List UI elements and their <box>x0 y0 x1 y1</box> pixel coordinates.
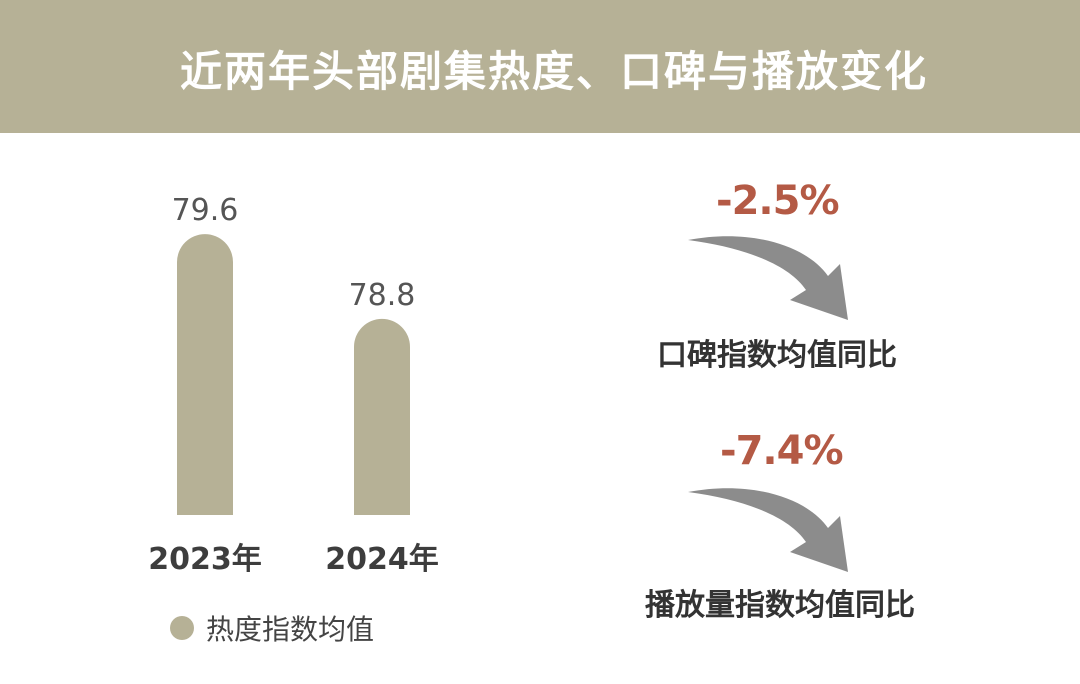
chart-legend: 热度指数均值 <box>170 610 374 646</box>
bar-chart: 79.6 2023年 78.8 2024年 <box>148 193 439 577</box>
legend-label: 热度指数均值 <box>206 613 375 646</box>
legend-swatch <box>170 616 194 640</box>
bar-2023年 <box>177 234 234 515</box>
category-label: 2024年 <box>325 542 439 577</box>
metric-label-playback: 播放量指数均值同比 <box>645 588 915 623</box>
bar-2024年 <box>354 318 410 515</box>
category-label: 2023年 <box>148 542 262 577</box>
metric-label-reputation: 口碑指数均值同比 <box>657 338 897 373</box>
curved-down-arrow-icon <box>688 236 848 320</box>
page-title: 近两年头部剧集热度、口碑与播放变化 <box>179 47 928 96</box>
bar-value-label: 78.8 <box>349 278 416 313</box>
metric-change-reputation: -2.5% <box>716 178 840 224</box>
header-banner: 近两年头部剧集热度、口碑与播放变化 <box>0 0 1080 133</box>
bar-value-label: 79.6 <box>172 193 239 228</box>
curved-down-arrow-icon <box>688 488 848 572</box>
metric-change-playback: -7.4% <box>720 428 844 474</box>
